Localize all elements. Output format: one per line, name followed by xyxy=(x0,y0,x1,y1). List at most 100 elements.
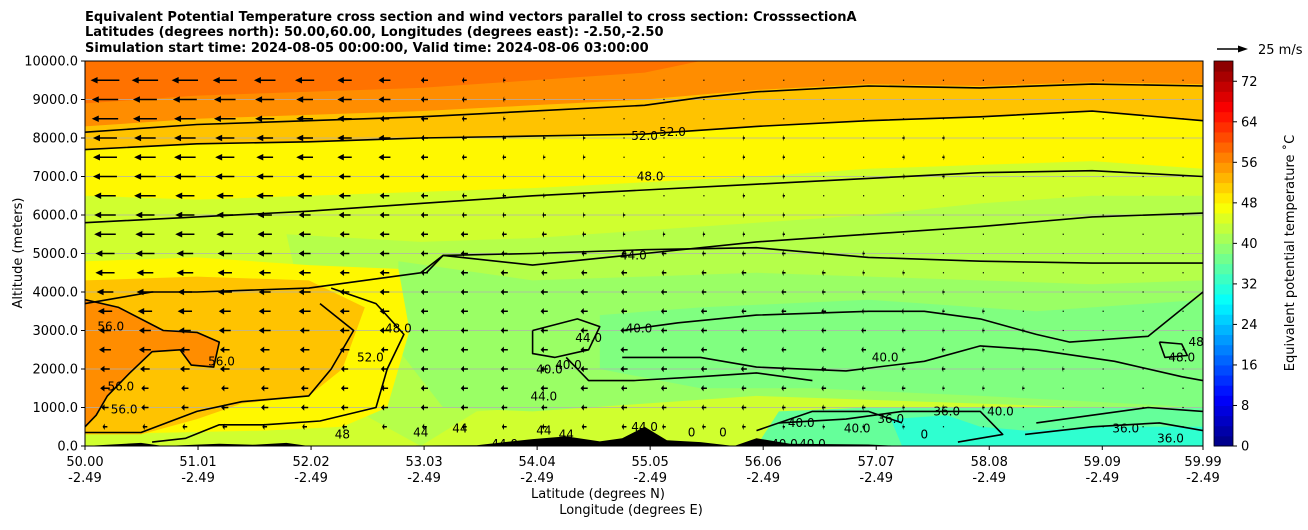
wind-vector xyxy=(1142,329,1144,332)
wind-vector xyxy=(420,115,428,122)
wind-vector xyxy=(663,118,665,120)
wind-vector xyxy=(982,426,984,428)
wind-vector xyxy=(296,154,314,161)
wind-vector xyxy=(861,308,866,315)
contour-label-11: 52.0 xyxy=(357,350,384,364)
wind-vector xyxy=(420,192,428,199)
contour-label-5: 40.0 xyxy=(872,350,899,364)
wind-vector xyxy=(982,156,984,158)
contour-label-23: 40.0 xyxy=(844,422,871,436)
wind-vector xyxy=(1062,406,1064,409)
wind-vector xyxy=(1102,272,1104,274)
wind-vector xyxy=(1102,175,1104,178)
wind-vector xyxy=(741,308,747,315)
wind-vector xyxy=(141,385,149,392)
contour-label-30: 44.0 xyxy=(491,437,518,451)
wind-vector xyxy=(663,79,665,81)
wind-vector xyxy=(902,154,905,161)
wind-vector xyxy=(1022,346,1025,353)
wind-vector xyxy=(339,327,350,334)
colorbar-band xyxy=(1214,273,1233,285)
wind-vector xyxy=(901,346,906,353)
contour-label-31: 44 xyxy=(536,424,551,438)
wind-vector xyxy=(862,250,865,257)
wind-vector xyxy=(541,269,548,276)
wind-vector xyxy=(256,192,274,199)
wind-vector xyxy=(461,115,467,122)
wind-vector xyxy=(663,98,665,101)
wind-vector xyxy=(540,346,548,353)
wind-vector xyxy=(661,269,667,276)
contour-line-11 xyxy=(565,356,813,382)
wind-vector xyxy=(823,98,825,101)
wind-vector xyxy=(461,154,467,161)
wind-vector xyxy=(141,404,149,411)
x-axis-label-2: Longitude (degrees E) xyxy=(559,503,703,518)
wind-vector xyxy=(1022,137,1024,139)
contour-label-21: 36.0 xyxy=(877,412,904,426)
wind-vector xyxy=(942,98,945,101)
wind-vector xyxy=(540,308,548,315)
wind-vector xyxy=(700,365,707,373)
contour-line-13 xyxy=(1036,406,1203,424)
wind-vector xyxy=(863,233,865,235)
wind-vector xyxy=(1062,252,1064,255)
wind-vector xyxy=(1062,310,1064,312)
wind-vector xyxy=(1062,137,1064,139)
wind-vector xyxy=(902,134,905,142)
wind-vector xyxy=(1022,233,1024,235)
wind-vector xyxy=(94,211,116,219)
x-tick-lon-0: -2.49 xyxy=(68,471,102,486)
wind-vector xyxy=(821,308,827,315)
wind-vector xyxy=(177,288,193,296)
y-tick-label-2: 2000.0 xyxy=(33,363,79,378)
wind-vector xyxy=(902,288,905,296)
contour-label-35: 0 xyxy=(719,426,727,440)
wind-vector xyxy=(743,79,745,81)
wind-vector xyxy=(1102,156,1104,158)
x-tick-lon-1: -2.49 xyxy=(181,471,215,486)
wind-vector xyxy=(623,118,625,120)
wind-vector xyxy=(1102,98,1104,101)
wind-vector xyxy=(1142,233,1144,235)
wind-vector xyxy=(982,175,984,178)
wind-vector xyxy=(378,134,391,142)
wind-vector xyxy=(781,288,787,296)
colorbar-band xyxy=(1214,243,1233,254)
wind-vector xyxy=(741,288,747,296)
wind-vector xyxy=(217,250,232,257)
x-tick-lon-6: -2.49 xyxy=(746,471,780,486)
wind-vector xyxy=(1062,156,1064,158)
contour-label-25: 40.0 xyxy=(799,437,826,451)
wind-vector xyxy=(217,288,232,296)
wind-vector xyxy=(1182,175,1184,178)
contour-label-12: 56.0 xyxy=(208,354,235,368)
wind-vector xyxy=(500,385,508,392)
wind-vector xyxy=(821,404,826,411)
y-tick-label-4: 4000.0 xyxy=(33,286,79,301)
wind-vector xyxy=(461,96,467,103)
quiver-key: 25 m/s xyxy=(1217,43,1303,58)
wind-vector xyxy=(700,346,707,353)
wind-vector xyxy=(982,233,984,235)
wind-vector xyxy=(863,137,865,139)
wind-vector xyxy=(502,154,507,161)
wind-vector xyxy=(253,77,276,84)
wind-vector xyxy=(378,77,391,84)
contour-line-4 xyxy=(425,246,1203,274)
wind-vector xyxy=(823,175,825,178)
wind-vector xyxy=(703,175,705,178)
wind-vector xyxy=(941,365,946,373)
wind-vector xyxy=(1102,291,1104,293)
wind-vector xyxy=(178,327,191,334)
x-tick-lat-10: 59.99 xyxy=(1184,455,1221,470)
colorbar-band xyxy=(1214,131,1233,143)
wind-vector xyxy=(942,233,945,235)
wind-vector xyxy=(742,154,746,161)
contour-line-14 xyxy=(1025,422,1203,436)
wind-vector xyxy=(542,173,546,180)
contour-label-29: 44 xyxy=(452,422,467,436)
wind-vector xyxy=(382,423,387,430)
wind-vector xyxy=(1182,98,1184,101)
